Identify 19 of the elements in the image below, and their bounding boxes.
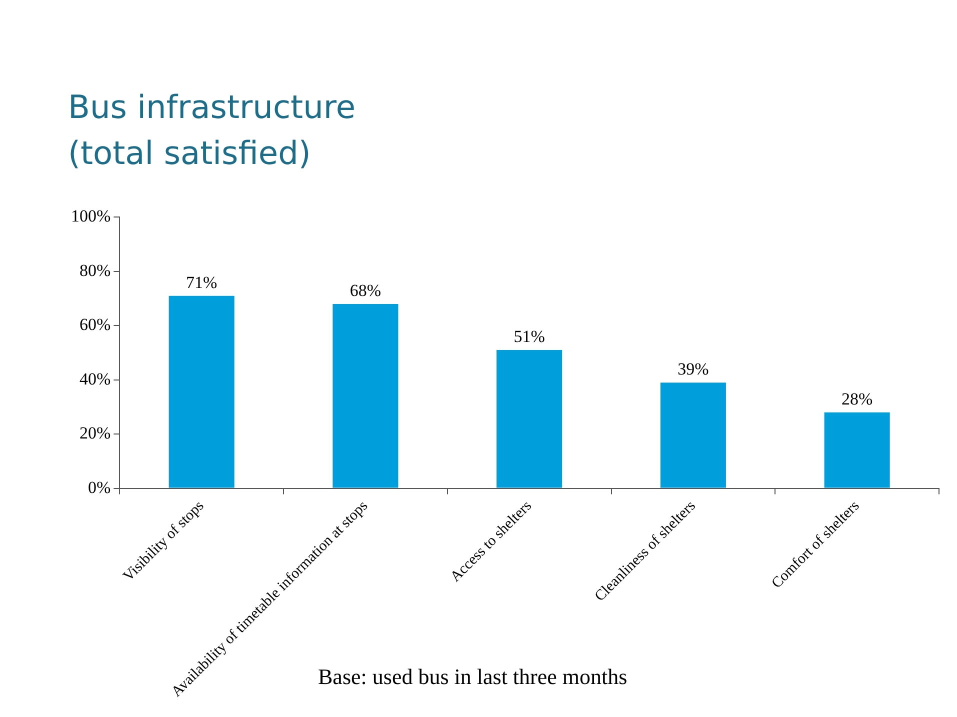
data-label: 71% (186, 272, 218, 292)
bar (496, 350, 562, 488)
bar (824, 412, 890, 488)
data-label: 39% (678, 360, 709, 379)
text: Base: used bus in last three months (318, 664, 628, 690)
data-label: 68% (350, 280, 382, 300)
chart-title: Bus infrastructure (68, 87, 356, 128)
bar (660, 382, 726, 488)
chart-subtitle: (total satisfied) (68, 133, 312, 174)
bar (168, 296, 234, 488)
y-tick-label: 80% (79, 260, 111, 280)
bar (332, 304, 398, 488)
y-tick-label: 40% (79, 369, 111, 388)
data-label: 51% (514, 327, 545, 346)
y-tick-label: 100% (70, 206, 111, 226)
y-tick-label: 20% (79, 424, 111, 443)
data-label: 28% (841, 389, 873, 408)
y-tick-label: 60% (79, 315, 111, 334)
y-tick-label: 0% (88, 478, 111, 497)
